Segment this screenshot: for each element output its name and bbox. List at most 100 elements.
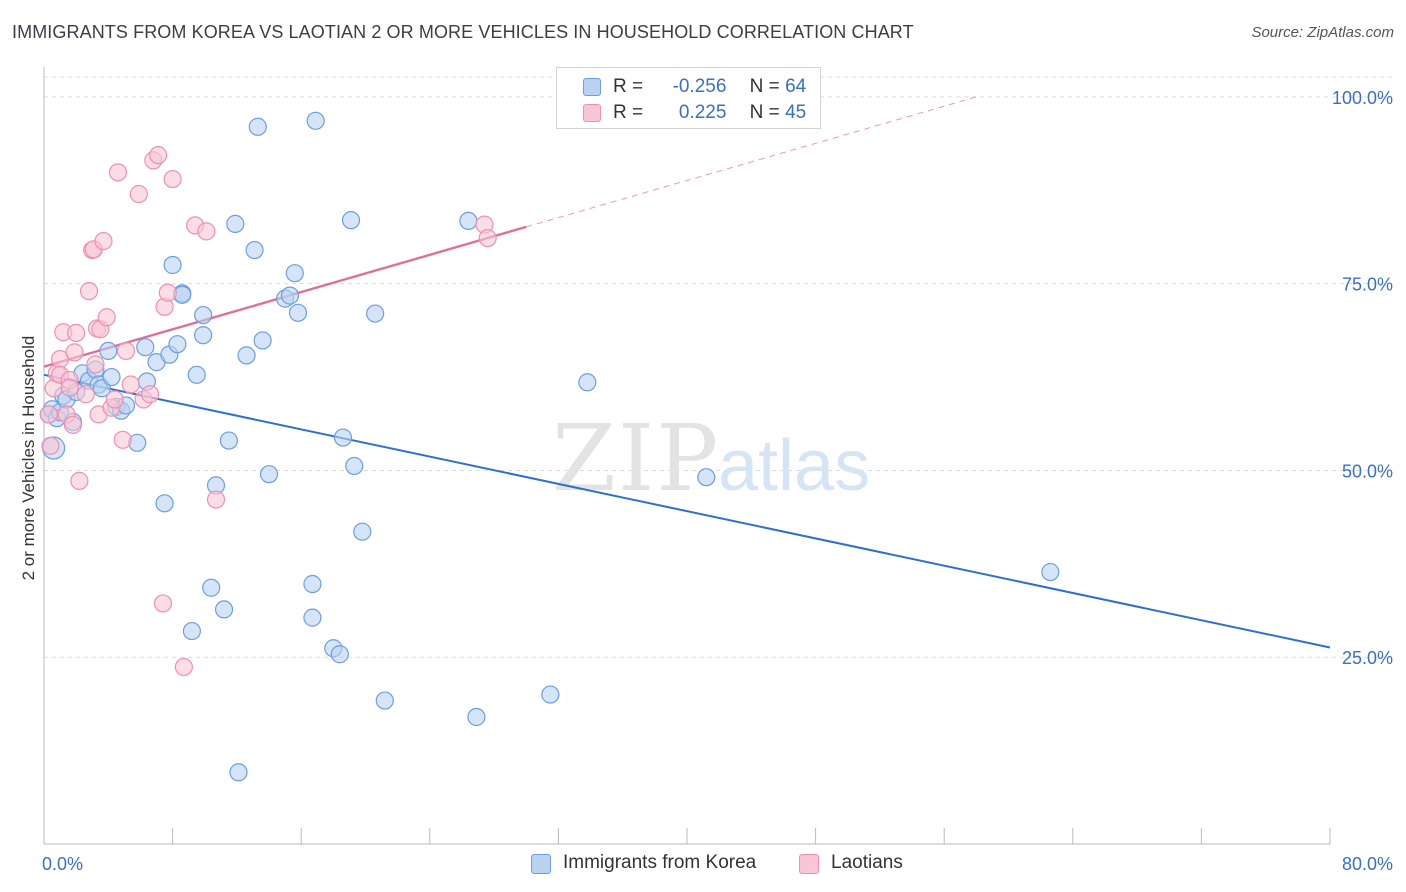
laotian-point [478,228,497,248]
laotian-point [97,308,116,327]
laotian-r-label: R = [613,102,644,123]
korea-point [194,305,213,325]
laotian-point [39,405,58,424]
laotian-point [86,355,105,374]
korea-r-label: R = [613,76,644,97]
laotian-stats: R = 0.225 N = 45 [613,102,806,124]
laotian-point [108,163,128,182]
korea-n-value: 64 [785,76,807,97]
korea-point [375,691,394,710]
y-tick-label: 75.0% [1342,275,1393,295]
laotian-point [116,341,136,361]
korea-point [333,428,353,447]
korea-r-value: -0.256 [672,76,727,97]
korea-point [541,685,560,704]
korea-point [253,331,272,350]
stats-legend: R = -0.256 N = 64 R = 0.225 N = 45 [556,67,821,129]
y-tick-label: 25.0% [1342,648,1393,668]
legend-laotian-label: Laotians [831,852,903,873]
korea-point [280,286,300,305]
korea-point [330,645,349,664]
laotian-n-label: N = [749,102,780,123]
chart-title: IMMIGRANTS FROM KOREA VS LAOTIAN 2 OR MO… [12,22,914,42]
korea-point [219,431,238,450]
x-tick-label-min: 0.0% [42,854,83,874]
korea-point [285,264,304,283]
laotian-n-value: 45 [785,102,807,123]
laotian-point [121,375,140,394]
korea-point [187,365,206,384]
laotian-point [197,222,216,241]
laotian-point [174,657,193,677]
laotian-point [70,471,89,491]
legend-korea-swatch [531,854,551,874]
laotian-point [113,430,132,449]
grid-layer [44,76,1392,658]
laotian-point [79,282,99,301]
korea-point [155,494,174,513]
korea-point [99,341,118,361]
laotian-point [153,594,173,613]
laotian-point [41,436,60,455]
laotian-point [94,231,113,251]
korea-stats: R = -0.256 N = 64 [613,76,806,98]
korea-point [248,117,267,136]
korea-point [259,465,279,484]
korea-point [303,574,322,594]
korea-n-label: N = [749,76,780,97]
korea-point [306,111,325,130]
korea-point [1041,562,1060,582]
laotian-point [105,390,124,409]
korea-point [245,240,264,260]
korea-point [288,303,308,322]
korea-point [168,335,187,354]
points-layer [39,111,1060,782]
laotian-point [129,184,148,204]
korea-point [136,338,155,357]
korea-point [578,373,597,392]
laotian-r-value: 0.225 [678,102,727,123]
y-tick-label: 100.0% [1332,88,1393,108]
trend-layer [43,96,1331,649]
laotian-point [76,385,95,404]
x-tick-label-max: 80.0% [1342,854,1393,874]
korea-swatch [583,78,601,96]
laotian-point [206,490,226,509]
laotian-point [67,323,86,343]
y-axis-label: 2 or more Vehicles in Household [19,335,38,581]
legend-korea-label: Immigrants from Korea [563,852,757,873]
korea-point [345,456,364,476]
axis-layer [43,67,1331,845]
korea-point [459,211,478,231]
korea-point [467,707,486,727]
korea-trend-line [43,373,1331,649]
korea-point [102,367,121,387]
chart-source: Source: ZipAtlas.com [1251,24,1394,41]
korea-point [202,578,221,597]
laotian-point [158,283,177,302]
korea-point [163,255,182,275]
watermark: ZIP atlas [552,405,870,512]
korea-point [237,346,256,365]
korea-point [229,763,248,782]
series-legend: Immigrants from Korea Laotians [0,852,1406,878]
korea-point [341,211,361,230]
legend-laotian-swatch [799,854,819,874]
korea-point [303,608,322,627]
laotian-point [149,146,168,165]
korea-point [214,600,234,619]
laotian-point [60,378,79,397]
korea-point [697,468,716,487]
tick-label-layer: 25.0% 50.0% 75.0% 100.0% 0.0% 80.0% [42,88,1393,874]
korea-point [366,304,385,323]
laotian-swatch [583,104,601,122]
korea-point [353,522,372,541]
laotian-point [63,415,83,434]
korea-point [182,621,201,641]
laotian-trend-extension [526,96,977,228]
watermark-atlas: atlas [718,426,870,506]
watermark-zip: ZIP [552,405,720,512]
korea-point [226,214,245,233]
korea-point [194,326,213,345]
